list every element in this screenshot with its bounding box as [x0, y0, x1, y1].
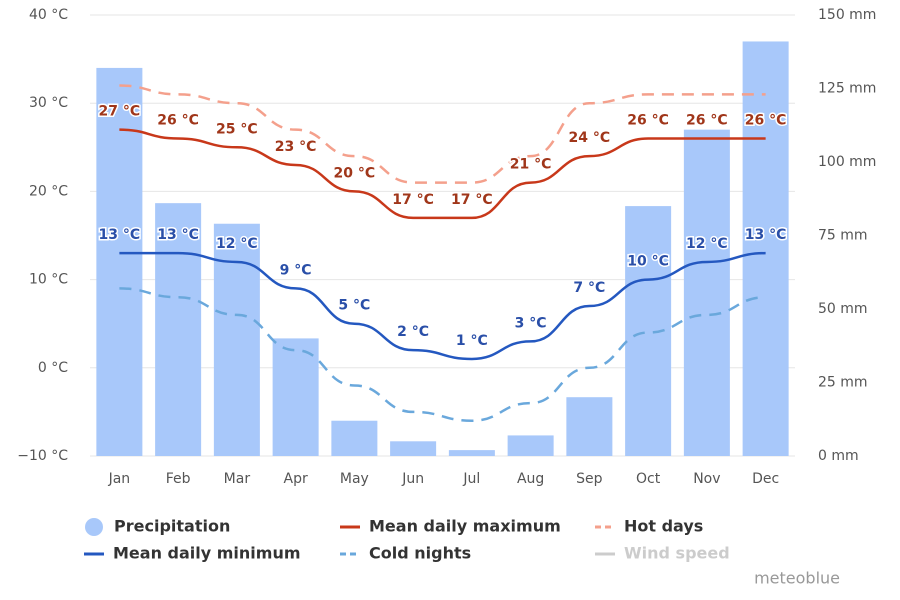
y2-tick-label: 25 mm — [818, 375, 868, 391]
x-tick-label: Jan — [108, 471, 131, 487]
precipitation-bar — [331, 420, 378, 456]
data-label: 12 °C — [686, 236, 728, 252]
data-label: 23 °C — [275, 139, 317, 155]
y2-tick-label: 100 mm — [818, 154, 876, 170]
precipitation-bar — [272, 338, 319, 456]
x-tick-label: Mar — [224, 471, 251, 487]
x-tick-label: Oct — [636, 471, 661, 487]
credit: meteoblue — [754, 569, 840, 588]
data-label: 5 °C — [338, 298, 370, 314]
series-line — [119, 128, 766, 220]
data-label: 3 °C — [515, 315, 547, 331]
data-label: 1 °C — [456, 333, 488, 349]
x-tick-label: May — [340, 471, 369, 487]
data-label: 26 °C — [745, 112, 787, 128]
data-label: 2 °C — [397, 324, 429, 340]
precipitation-bar — [155, 203, 202, 456]
x-tick-label: Feb — [166, 471, 191, 487]
data-label: 13 °C — [157, 227, 199, 243]
data-label: 26 °C — [627, 112, 669, 128]
y-tick-label: −10 °C — [17, 448, 68, 464]
legend-label: Hot days — [624, 517, 703, 536]
y-tick-label: 40 °C — [29, 7, 68, 23]
data-label: 21 °C — [510, 157, 552, 173]
x-tick-label: Aug — [517, 471, 544, 487]
legend-label: Precipitation — [114, 517, 230, 536]
data-label: 26 °C — [157, 112, 199, 128]
series-line — [119, 84, 766, 184]
data-label: 12 °C — [216, 236, 258, 252]
precipitation-bar — [96, 67, 143, 457]
y-tick-label: 20 °C — [29, 183, 68, 199]
data-label: 20 °C — [334, 165, 376, 181]
x-tick-label: Dec — [752, 471, 779, 487]
y-tick-label: 30 °C — [29, 95, 68, 111]
y2-tick-label: 75 mm — [818, 228, 868, 244]
x-tick-label: Jun — [401, 471, 424, 487]
precipitation-bar — [683, 129, 730, 456]
series-line — [119, 287, 766, 422]
data-label: 17 °C — [392, 192, 434, 208]
legend-label: Cold nights — [369, 544, 471, 563]
data-label: 13 °C — [745, 227, 787, 243]
data-label: 17 °C — [451, 192, 493, 208]
precipitation-bar — [448, 450, 495, 456]
data-label: 25 °C — [216, 121, 258, 137]
legend-label: Mean daily maximum — [369, 517, 561, 536]
y2-tick-label: 125 mm — [818, 81, 876, 97]
data-label: 27 °C — [99, 104, 141, 120]
legend-symbol — [85, 518, 103, 536]
legend-label: Mean daily minimum — [113, 544, 301, 563]
x-tick-label: Apr — [284, 471, 308, 487]
precipitation-bar — [213, 223, 260, 456]
x-tick-label: Jul — [462, 471, 480, 487]
precipitation-bar — [507, 435, 554, 456]
data-label: 26 °C — [686, 112, 728, 128]
precipitation-bar — [390, 441, 437, 456]
y-tick-label: 0 °C — [38, 360, 68, 376]
y2-tick-label: 50 mm — [818, 301, 868, 317]
x-tick-label: Nov — [693, 471, 720, 487]
data-label: 7 °C — [573, 280, 605, 296]
y-tick-label: 10 °C — [29, 272, 68, 288]
y2-tick-label: 0 mm — [818, 448, 859, 464]
data-label: 9 °C — [280, 262, 312, 278]
data-label: 10 °C — [627, 254, 669, 270]
series-line — [119, 251, 766, 361]
x-tick-label: Sep — [576, 471, 603, 487]
data-label: 13 °C — [99, 227, 141, 243]
precipitation-bar — [566, 397, 613, 456]
precipitation-bar — [742, 41, 789, 457]
y2-tick-label: 150 mm — [818, 7, 876, 23]
data-label: 24 °C — [569, 130, 611, 146]
legend-label: Wind speed — [624, 544, 730, 563]
